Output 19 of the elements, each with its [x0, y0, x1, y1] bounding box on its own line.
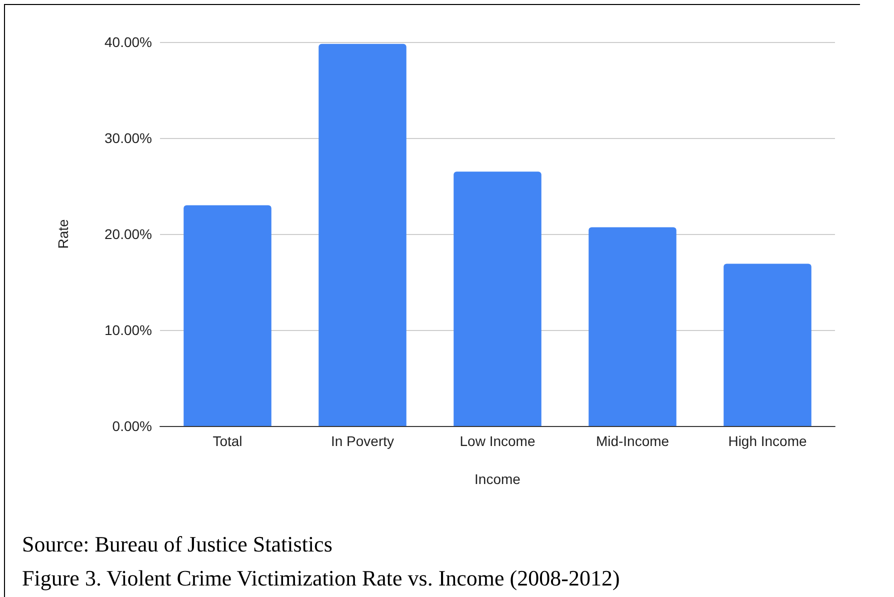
bar	[454, 172, 542, 426]
x-tick-label: High Income	[728, 433, 808, 449]
bar	[588, 227, 676, 426]
y-tick-label: 10.00%	[104, 322, 152, 338]
x-tick-label: Low Income	[460, 433, 536, 449]
caption: Figure 3. Violent Crime Victimization Rate vs. Income (2008-2012)	[22, 566, 620, 590]
bar	[184, 205, 272, 426]
y-tick-label: 30.00%	[104, 130, 152, 146]
y-axis-title: Rate	[55, 219, 71, 249]
x-tick-label: Mid-Income	[596, 433, 670, 449]
y-tick-label: 40.00%	[104, 34, 152, 50]
bar	[724, 264, 812, 426]
y-tick-label: 0.00%	[112, 418, 152, 434]
x-tick-label: Total	[212, 433, 242, 449]
x-axis-title: Income	[474, 471, 521, 487]
x-tick-label: In Poverty	[330, 433, 394, 449]
y-tick-label: 20.00%	[104, 226, 152, 242]
bar	[318, 44, 406, 426]
source-note: Source: Bureau of Justice Statistics	[22, 532, 332, 556]
